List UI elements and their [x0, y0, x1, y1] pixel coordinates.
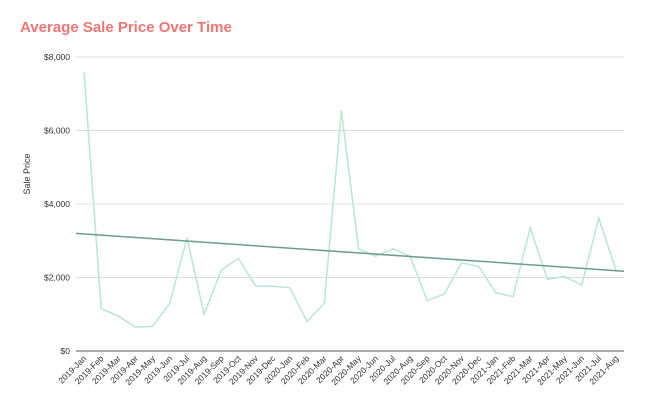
y-axis-ticks: $0 $2,000 $4,000 $6,000 $8,000	[44, 52, 70, 356]
series-line	[83, 71, 617, 328]
y-axis-label: Sale Price	[22, 153, 32, 194]
y-tick-label: $2,000	[44, 273, 70, 283]
y-tick-label: $6,000	[44, 126, 70, 136]
gridlines	[76, 56, 624, 352]
trend-line	[75, 232, 625, 273]
y-tick-label: $8,000	[44, 52, 70, 62]
y-tick-label: $0	[61, 346, 71, 356]
x-axis-ticks: 2019-Jan2019-Feb2019-Mar2019-Apr2019-May…	[56, 353, 620, 387]
y-tick-label: $4,000	[44, 199, 70, 209]
chart-title: Average Sale Price Over Time	[20, 19, 232, 36]
